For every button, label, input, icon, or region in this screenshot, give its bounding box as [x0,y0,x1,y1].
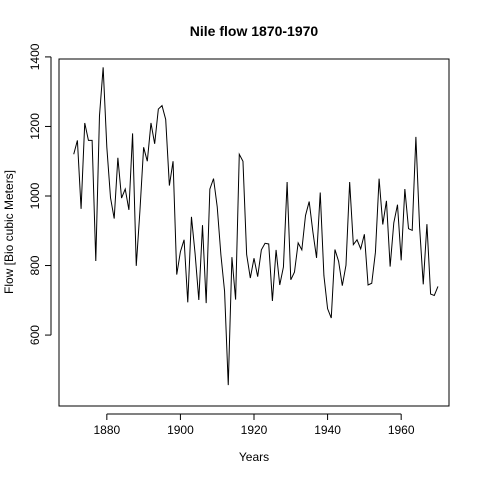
x-axis-label: Years [239,450,269,464]
series-line-nile-flow [73,67,439,386]
x-tick-label: 1920 [241,423,268,437]
y-tick-label: 1200 [28,113,42,140]
chart-title: Nile flow 1870-1970 [190,23,319,39]
x-tick-label: 1960 [388,423,415,437]
plot-frame [58,58,450,407]
y-axis: 600 800 1000 1200 1400 [28,43,52,345]
x-tick-label: 1900 [167,423,194,437]
y-tick-label: 1000 [28,182,42,209]
y-tick-label: 800 [28,255,42,275]
y-tick-label: 600 [28,325,42,345]
y-tick-label: 1400 [28,43,42,70]
x-axis: 1880 1900 1920 1940 1960 [93,413,415,437]
y-axis-label: Flow [Bio cubic Meters] [2,170,16,294]
x-tick-label: 1880 [93,423,120,437]
x-tick-label: 1940 [314,423,341,437]
